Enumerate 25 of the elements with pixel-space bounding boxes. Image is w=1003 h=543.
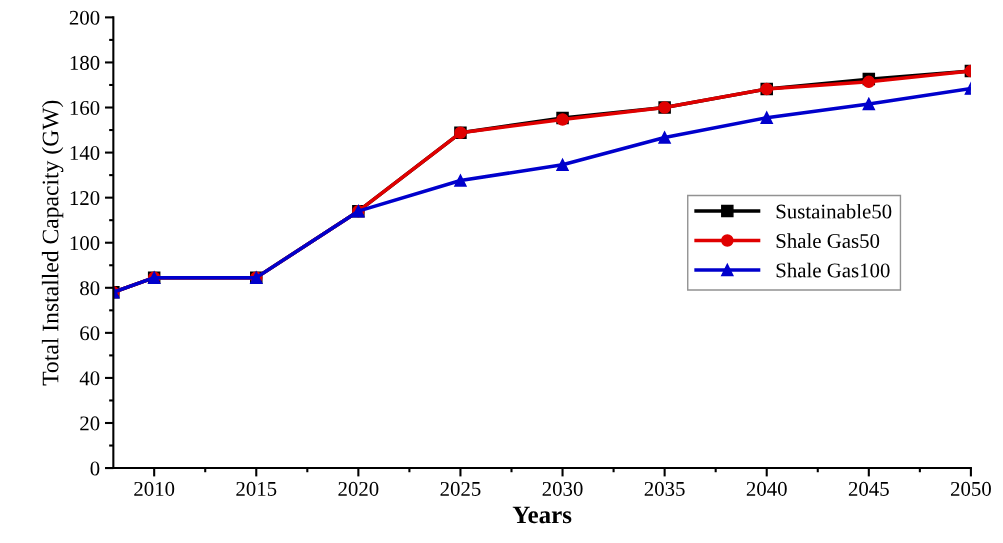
y-axis-title: Total Installed Capacity (GW) xyxy=(41,100,64,386)
y-tick-label: 180 xyxy=(70,55,100,70)
legend-label: Shale Gas50 xyxy=(776,233,880,248)
y-tick-label: 40 xyxy=(79,371,100,386)
x-tick-label: 2040 xyxy=(746,481,787,496)
y-tick-label: 200 xyxy=(69,10,100,25)
y-tick-label: 100 xyxy=(70,236,100,251)
x-tick-label: 2010 xyxy=(134,481,175,496)
legend-label: Sustainable50 xyxy=(776,203,892,219)
x-axis-title: Years xyxy=(512,506,572,524)
y-tick-label: 160 xyxy=(70,100,100,115)
y-tick-label: 0 xyxy=(90,461,100,476)
x-tick-label: 2035 xyxy=(644,481,685,496)
x-tick-label: 2015 xyxy=(236,481,277,496)
y-tick-label: 20 xyxy=(80,416,100,431)
y-tick-label: 80 xyxy=(80,281,100,296)
x-tick-label: 2050 xyxy=(950,481,991,496)
x-tick-label: 2030 xyxy=(542,481,583,496)
y-tick-label: 60 xyxy=(80,326,100,341)
x-tick-label: 2045 xyxy=(848,481,889,496)
legend-label: Shale Gas100 xyxy=(776,262,890,278)
x-tick-label: 2025 xyxy=(440,481,481,496)
y-tick-label: 120 xyxy=(70,191,100,206)
y-tick-label: 140 xyxy=(70,145,100,161)
x-tick-label: 2020 xyxy=(338,481,379,496)
